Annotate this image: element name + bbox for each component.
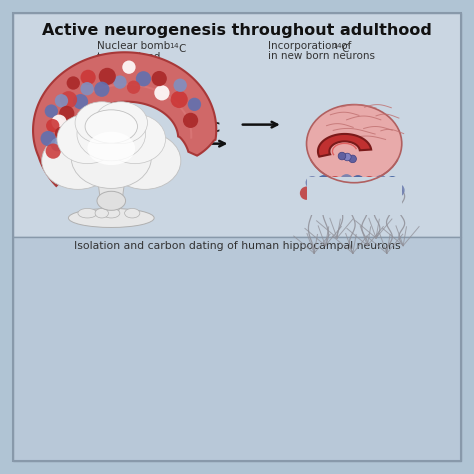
Circle shape — [344, 153, 351, 161]
Circle shape — [113, 75, 127, 89]
Ellipse shape — [109, 132, 181, 190]
Circle shape — [94, 82, 109, 97]
Circle shape — [60, 91, 77, 108]
Ellipse shape — [75, 102, 128, 144]
Circle shape — [188, 98, 201, 111]
Ellipse shape — [77, 108, 146, 161]
Circle shape — [340, 174, 353, 188]
Text: Nuclear bomb
test-derived: Nuclear bomb test-derived — [97, 41, 170, 63]
Ellipse shape — [94, 102, 147, 144]
Circle shape — [155, 85, 170, 100]
Circle shape — [46, 144, 61, 159]
Circle shape — [346, 183, 359, 197]
Ellipse shape — [320, 182, 350, 204]
Circle shape — [55, 94, 68, 108]
Circle shape — [171, 91, 188, 108]
Ellipse shape — [88, 132, 135, 165]
Circle shape — [334, 186, 347, 200]
Circle shape — [152, 71, 167, 86]
Text: $^{14}$C: $^{14}$C — [169, 41, 188, 55]
Bar — [307, 177, 402, 215]
Circle shape — [328, 176, 342, 190]
Circle shape — [392, 183, 405, 197]
Circle shape — [99, 68, 116, 85]
Ellipse shape — [57, 114, 118, 164]
Circle shape — [81, 82, 94, 95]
Circle shape — [67, 76, 80, 90]
Circle shape — [59, 106, 74, 121]
Circle shape — [306, 176, 319, 190]
Circle shape — [183, 113, 198, 128]
Text: in new born neurons: in new born neurons — [268, 51, 375, 61]
Ellipse shape — [68, 209, 154, 228]
Circle shape — [317, 175, 330, 189]
Ellipse shape — [85, 110, 137, 143]
Circle shape — [323, 184, 336, 198]
Circle shape — [52, 115, 67, 130]
Ellipse shape — [95, 209, 109, 218]
Circle shape — [385, 176, 399, 190]
Circle shape — [380, 186, 393, 200]
Ellipse shape — [103, 209, 120, 218]
Circle shape — [363, 176, 376, 190]
Circle shape — [311, 188, 325, 201]
Bar — [13, 13, 461, 237]
Ellipse shape — [59, 122, 164, 174]
Ellipse shape — [97, 191, 126, 210]
Polygon shape — [33, 52, 216, 186]
Text: $^{14}$C: $^{14}$C — [197, 118, 221, 136]
Ellipse shape — [125, 209, 140, 218]
Circle shape — [81, 70, 96, 85]
Ellipse shape — [105, 114, 165, 164]
Text: Isolation and carbon dating of human hippocampal neurons: Isolation and carbon dating of human hip… — [73, 241, 401, 251]
Circle shape — [55, 127, 68, 140]
Circle shape — [368, 184, 382, 198]
Ellipse shape — [71, 128, 151, 189]
Polygon shape — [98, 172, 125, 210]
Polygon shape — [328, 190, 345, 209]
Circle shape — [300, 186, 313, 200]
Ellipse shape — [78, 209, 97, 218]
Circle shape — [46, 119, 59, 132]
Circle shape — [351, 175, 365, 189]
Circle shape — [374, 175, 387, 189]
Circle shape — [45, 104, 58, 118]
Bar — [13, 237, 461, 461]
Circle shape — [357, 185, 370, 199]
Circle shape — [173, 79, 187, 92]
Circle shape — [349, 155, 356, 163]
Circle shape — [338, 152, 346, 160]
Ellipse shape — [42, 132, 114, 190]
Circle shape — [127, 81, 140, 94]
Text: Active neurogenesis throughout adulthood: Active neurogenesis throughout adulthood — [42, 23, 432, 38]
Polygon shape — [318, 134, 371, 156]
Circle shape — [40, 131, 56, 146]
Circle shape — [136, 71, 151, 86]
Circle shape — [73, 94, 88, 109]
Text: Incorporation of: Incorporation of — [268, 41, 355, 51]
Text: $^{14}$C: $^{14}$C — [332, 41, 351, 55]
Circle shape — [51, 138, 64, 151]
Circle shape — [122, 61, 136, 74]
Ellipse shape — [307, 105, 402, 182]
